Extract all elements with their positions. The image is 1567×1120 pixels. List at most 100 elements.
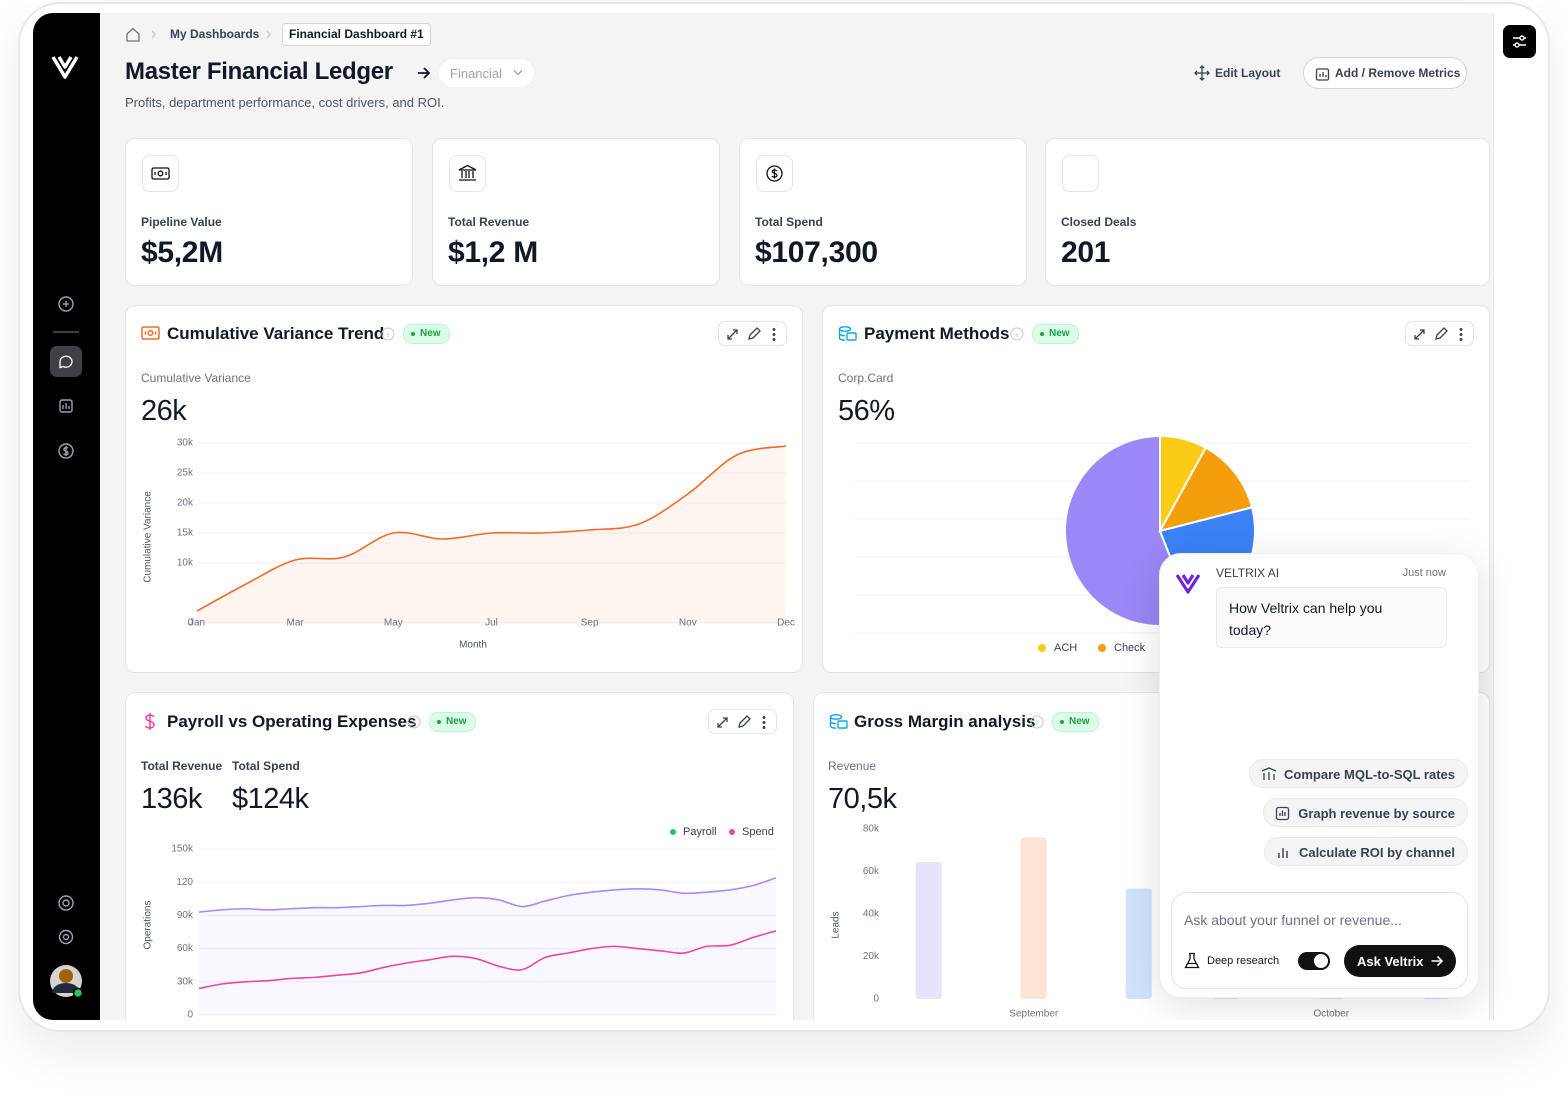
- metrics-icon: [1315, 68, 1330, 81]
- input-placeholder: Ask about your funnel or revenue...: [1184, 912, 1402, 928]
- chip-label: Calculate ROI by channel: [1298, 845, 1455, 860]
- toggle-label: Deep research: [1207, 955, 1280, 967]
- legend-label: Spend: [742, 826, 774, 838]
- deep-research-toggle[interactable]: [1298, 952, 1330, 970]
- new-badge: New: [403, 324, 450, 344]
- card-title: Payment Methods: [864, 324, 1010, 343]
- kpi-icon: [449, 155, 486, 192]
- kpi-card: Pipeline Value $5,2M: [125, 138, 413, 286]
- y-tick-label: 0: [187, 1010, 193, 1021]
- chip-label: Graph revenue by source: [1298, 806, 1455, 821]
- sidebar: [33, 13, 100, 1020]
- y-tick-label: 40k: [863, 909, 880, 920]
- card-title: Gross Margin analysis: [854, 712, 1036, 731]
- metric-value: 70,5k: [828, 783, 897, 815]
- pie-slice: [1158, 446, 1254, 533]
- kpi-icon: [1062, 155, 1099, 192]
- bar: [1020, 837, 1047, 999]
- line: [198, 877, 777, 913]
- kpi-icon: [756, 155, 793, 192]
- y-tick-label: 20k: [177, 498, 194, 509]
- y-tick-label: 0: [187, 618, 193, 629]
- suggestion-chip[interactable]: Graph revenue by source: [1263, 798, 1468, 827]
- x-axis-label: Month: [459, 640, 487, 651]
- breadcrumb-current[interactable]: Financial Dashboard #1: [282, 23, 431, 46]
- kpi-value: $107,300: [755, 236, 878, 269]
- line: [196, 445, 787, 612]
- dollar-icon: [766, 165, 783, 182]
- card-actions[interactable]: [1405, 321, 1474, 346]
- x-tick-label: September: [1009, 1009, 1059, 1020]
- area: [197, 446, 786, 623]
- line: [198, 930, 777, 990]
- legend-dot: [1038, 644, 1046, 652]
- card-actions[interactable]: [718, 321, 787, 346]
- metric-label: Total Spend: [232, 759, 300, 773]
- right-strip: [1493, 13, 1540, 1020]
- x-tick-label: Sep: [581, 618, 599, 629]
- tag-dropdown[interactable]: Financial: [438, 58, 535, 88]
- chat-panel: VELTRIX AI Just now How Veltrix can help…: [1159, 553, 1479, 998]
- action-icons: [727, 327, 776, 341]
- toggle-knob: [1314, 954, 1328, 968]
- chat-input[interactable]: Ask about your funnel or revenue... Deep…: [1171, 892, 1468, 989]
- suggestion-chip[interactable]: Compare MQL-to-SQL rates: [1249, 759, 1468, 788]
- kpi-card: Total Spend $107,300: [739, 138, 1027, 286]
- new-badge: New: [1052, 712, 1099, 732]
- settings-button[interactable]: [1503, 25, 1536, 58]
- card-icon: [141, 326, 160, 340]
- chart-card: [125, 305, 803, 673]
- breadcrumb-icons: [126, 27, 271, 42]
- suggestion-chip[interactable]: Calculate ROI by channel: [1263, 837, 1468, 866]
- edit-layout-button[interactable]: Edit Layout: [1215, 66, 1281, 80]
- chart-card: [125, 692, 794, 1020]
- ask-button-label: Ask Veltrix: [1357, 954, 1424, 969]
- kpi-value: 201: [1061, 236, 1111, 269]
- settings-icon: [1513, 35, 1526, 48]
- metric-value: 136k: [141, 783, 202, 815]
- info-icon: [1010, 327, 1024, 341]
- x-tick-label: Nov: [679, 618, 697, 629]
- info-icon: [381, 327, 395, 341]
- action-icons: [717, 715, 766, 729]
- legend-dot: [729, 829, 735, 835]
- card-title: Payroll vs Operating Expenses: [167, 712, 417, 731]
- card-icon: [144, 713, 155, 730]
- new-badge: New: [1032, 324, 1079, 344]
- chat-message: How Veltrix can help you today?: [1216, 587, 1447, 648]
- bank-icon: [458, 164, 477, 181]
- add-metrics-label: Add / Remove Metrics: [1335, 66, 1461, 80]
- add-metrics-button[interactable]: Add / Remove Metrics: [1303, 57, 1467, 89]
- action-icons: [1414, 327, 1463, 341]
- y-tick-label: 20k: [863, 951, 880, 962]
- metric-label: Corp.Card: [838, 371, 894, 385]
- metric-value: 56%: [838, 395, 895, 427]
- flask-icon: [1184, 952, 1200, 969]
- card-actions[interactable]: [708, 709, 777, 734]
- y-tick-label: 150k: [171, 844, 194, 855]
- y-tick-label: 60k: [863, 866, 880, 877]
- chevron: [513, 70, 523, 76]
- ask-button[interactable]: Ask Veltrix: [1344, 945, 1456, 977]
- metric-value: $124k: [232, 783, 309, 815]
- y-tick-label: 0: [873, 994, 879, 1005]
- info-icon: [1030, 715, 1044, 729]
- metric-label: Cumulative Variance: [141, 371, 251, 385]
- kpi-label: Total Spend: [755, 215, 823, 229]
- kpi-label: Closed Deals: [1061, 215, 1137, 229]
- kpi-label: Pipeline Value: [141, 215, 222, 229]
- x-tick-label: October: [1313, 1009, 1349, 1020]
- kpi-icon: [142, 155, 179, 192]
- kpi-card: Closed Deals 201: [1045, 138, 1490, 286]
- x-tick-label: Mar: [287, 618, 305, 629]
- x-tick-label: May: [384, 618, 403, 629]
- legend-label: ACH: [1054, 642, 1077, 654]
- tag-label: Financial: [450, 66, 503, 81]
- chip-icon: [1261, 767, 1277, 780]
- x-tick-label: Dec: [777, 618, 795, 629]
- y-tick-label: 90k: [177, 910, 194, 921]
- bar: [1125, 888, 1152, 999]
- breadcrumb-link[interactable]: My Dashboards: [170, 27, 260, 41]
- kpi-value: $1,2 M: [448, 236, 538, 269]
